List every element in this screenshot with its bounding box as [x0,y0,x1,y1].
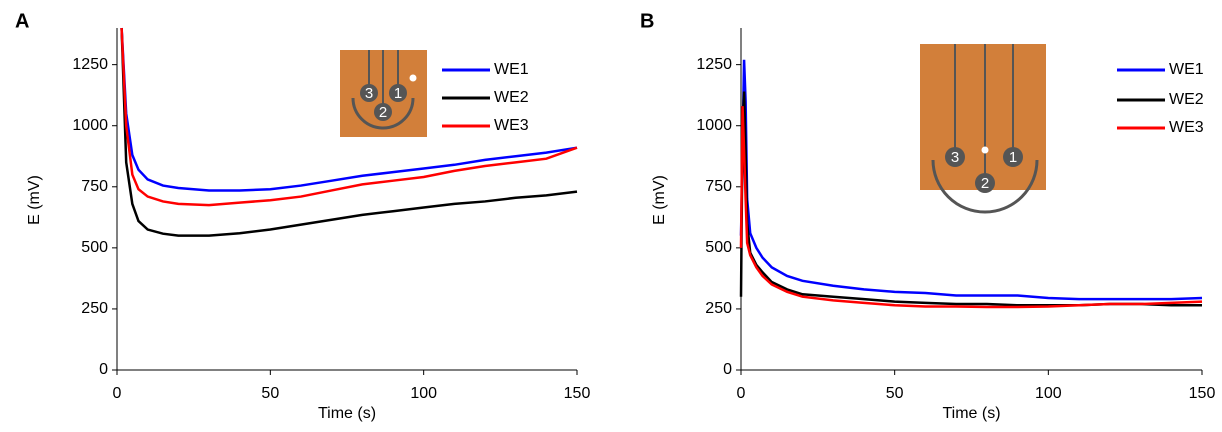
x-tick-label: 100 [1035,385,1062,402]
y-tick-label: 250 [81,300,108,317]
inset-electrode [975,173,995,193]
inset-background [920,44,1046,190]
inset-label: 3 [365,85,373,102]
legend-label: WE2 [494,89,529,106]
legend-label: WE3 [1169,119,1204,136]
data-line [739,106,1203,309]
y-tick-label: 750 [705,178,732,195]
inset-dot [981,146,989,154]
data-line [120,27,578,207]
y-tick-label: 500 [81,239,108,256]
y-tick-label: 1250 [72,56,108,73]
x-tick-label: 150 [564,385,591,402]
inset-label: 1 [1009,149,1017,166]
x-axis-label: Time (s) [942,405,1000,422]
y-tick-label: 750 [81,178,108,195]
inset-arc [351,97,415,130]
y-tick-label: 0 [723,361,732,378]
x-tick-label: 0 [113,385,122,402]
legend-label: WE1 [494,61,529,78]
inset-electrode [374,103,392,121]
inset-image: 1 2 3 [920,44,1046,214]
data-line [120,27,578,192]
y-tick-label: 500 [705,239,732,256]
inset-label: 1 [394,85,402,102]
legend-label: WE2 [1169,91,1204,108]
inset-arc [931,159,1039,214]
x-tick-label: 50 [886,385,904,402]
x-tick-label: 150 [1189,385,1216,402]
y-tick-label: 250 [705,300,732,317]
inset-label: 3 [951,149,959,166]
panel-label: B [640,10,654,32]
inset-electrode [1003,147,1023,167]
y-axis-label: E (mV) [26,175,43,225]
x-axis-label: Time (s) [318,405,376,422]
y-axis-label: E (mV) [651,175,668,225]
x-tick-label: 0 [737,385,746,402]
y-tick-label: 0 [99,361,108,378]
inset-label: 2 [981,175,989,192]
y-tick-label: 1000 [696,117,732,134]
inset-dot [409,74,417,82]
x-tick-label: 50 [261,385,279,402]
y-tick-label: 1250 [696,56,732,73]
x-tick-label: 100 [410,385,437,402]
legend-label: WE1 [1169,61,1204,78]
inset-electrode [945,147,965,167]
inset-electrode [360,84,378,102]
y-tick-label: 1000 [72,117,108,134]
data-line [120,27,578,237]
inset-electrode [389,84,407,102]
legend-label: WE3 [494,117,529,134]
inset-label: 2 [379,104,387,121]
panel-label: A [15,10,29,32]
inset-image: 123 [340,50,427,137]
